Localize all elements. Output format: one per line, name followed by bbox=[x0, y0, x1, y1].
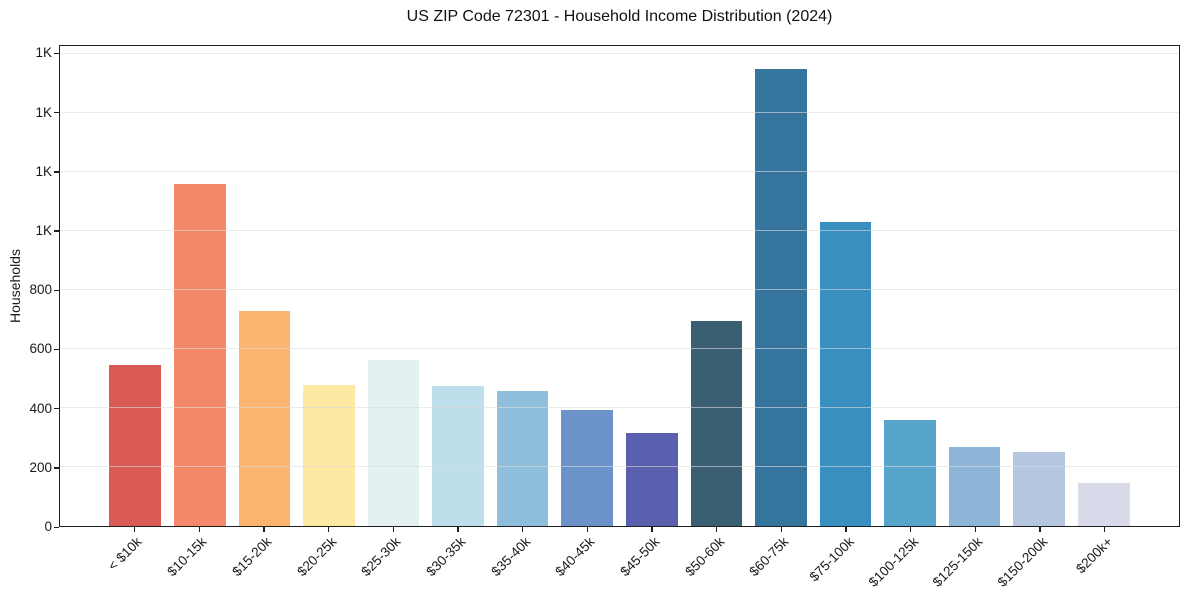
bar-$60-75k bbox=[755, 69, 807, 526]
bar-$200k+ bbox=[1077, 482, 1130, 526]
y-tick-label: 200 bbox=[29, 459, 52, 475]
x-tick-label: $10-15k bbox=[164, 534, 210, 580]
x-tick-label: $200k+ bbox=[1073, 534, 1116, 577]
x-tick-label: $125-150k bbox=[930, 534, 986, 590]
bar-cell bbox=[490, 46, 555, 526]
bar-cell bbox=[168, 46, 233, 526]
y-tick-label: 1K bbox=[35, 104, 52, 120]
bar-$45-50k bbox=[625, 433, 678, 526]
y-tick-mark bbox=[54, 52, 59, 55]
y-tick-label: 800 bbox=[29, 282, 52, 298]
y-tick-mark bbox=[54, 408, 59, 410]
x-tick-mark bbox=[521, 527, 524, 532]
bars-layer bbox=[60, 46, 1179, 526]
x-tick-mark bbox=[1104, 527, 1106, 532]
x-tick-label: $45-50k bbox=[617, 534, 663, 580]
bar-cell bbox=[1007, 46, 1072, 526]
y-tick-label: 600 bbox=[29, 341, 52, 357]
bar-$35-40k bbox=[496, 390, 549, 526]
x-tick-mark bbox=[910, 527, 912, 532]
bar-cell bbox=[297, 46, 362, 526]
y-tick-label: 400 bbox=[29, 400, 52, 416]
x-tick-label: $25-30k bbox=[358, 534, 404, 580]
bar-cell bbox=[426, 46, 491, 526]
x-tick-mark bbox=[586, 527, 588, 532]
bar-$30-35k bbox=[432, 385, 484, 526]
bar-cell bbox=[878, 46, 943, 526]
y-tick-mark bbox=[54, 171, 59, 173]
bar-$50-60k bbox=[690, 321, 743, 526]
bar-cell bbox=[103, 46, 168, 526]
bar-cell bbox=[813, 46, 878, 526]
bar-$25-30k bbox=[367, 360, 420, 526]
y-tick-label: 1K bbox=[35, 163, 52, 179]
x-tick-label: < $10k bbox=[105, 534, 145, 574]
plot-area bbox=[59, 45, 1180, 527]
x-tick-label: $60-75k bbox=[746, 534, 792, 580]
x-tick-mark bbox=[457, 527, 459, 532]
y-tick-mark bbox=[54, 526, 59, 528]
bar-$20-25k bbox=[303, 385, 355, 526]
x-tick-label: $30-35k bbox=[423, 534, 469, 580]
x-tick-mark bbox=[1039, 527, 1041, 532]
bar-$75-100k bbox=[819, 222, 872, 526]
bar-< $10k bbox=[109, 365, 162, 526]
bar-cell bbox=[684, 46, 749, 526]
y-tick-mark bbox=[54, 112, 59, 114]
bar-cell bbox=[1071, 46, 1136, 526]
bar-$15-20k bbox=[238, 311, 291, 526]
y-tick-mark bbox=[54, 467, 59, 469]
x-tick-mark bbox=[780, 527, 783, 532]
x-tick-label: $35-40k bbox=[487, 534, 534, 580]
x-tick-mark bbox=[263, 527, 265, 532]
x-tick-label: $100-125k bbox=[865, 534, 922, 590]
bar-cell bbox=[361, 46, 426, 526]
y-tick-label: 0 bbox=[44, 519, 52, 534]
bar-cell bbox=[620, 46, 685, 526]
y-tick-label: 1K bbox=[35, 222, 52, 238]
x-tick-mark bbox=[133, 527, 136, 532]
x-tick-mark bbox=[392, 527, 394, 532]
y-tick-label: 1K bbox=[35, 45, 52, 61]
bar-$100-125k bbox=[884, 420, 936, 526]
bar-$150-200k bbox=[1013, 451, 1065, 526]
x-tick-label: $50-60k bbox=[682, 534, 728, 580]
x-tick-label: $40-45k bbox=[552, 534, 598, 580]
bar-$40-45k bbox=[561, 409, 614, 526]
y-tick-mark bbox=[54, 230, 59, 232]
bar-cell bbox=[555, 46, 620, 526]
x-tick-mark bbox=[845, 527, 847, 532]
x-tick-mark bbox=[974, 527, 977, 532]
bar-cell bbox=[749, 46, 814, 526]
x-tick-mark bbox=[651, 527, 653, 532]
x-tick-label: $75-100k bbox=[806, 534, 857, 585]
y-tick-mark bbox=[54, 348, 59, 351]
x-tick-mark bbox=[716, 527, 718, 532]
x-tick-mark bbox=[198, 527, 200, 532]
bar-$125-150k bbox=[948, 446, 1001, 526]
chart-title: US ZIP Code 72301 - Household Income Dis… bbox=[406, 8, 833, 25]
y-tick-mark bbox=[54, 289, 59, 291]
x-tick-mark bbox=[327, 527, 330, 532]
x-tick-label: $20-25k bbox=[293, 534, 340, 580]
x-tick-label: $15-20k bbox=[229, 534, 275, 580]
bar-cell bbox=[232, 46, 297, 526]
bar-$10-15k bbox=[174, 184, 226, 526]
bar-cell bbox=[942, 46, 1007, 526]
x-tick-label: $150-200k bbox=[994, 534, 1051, 590]
